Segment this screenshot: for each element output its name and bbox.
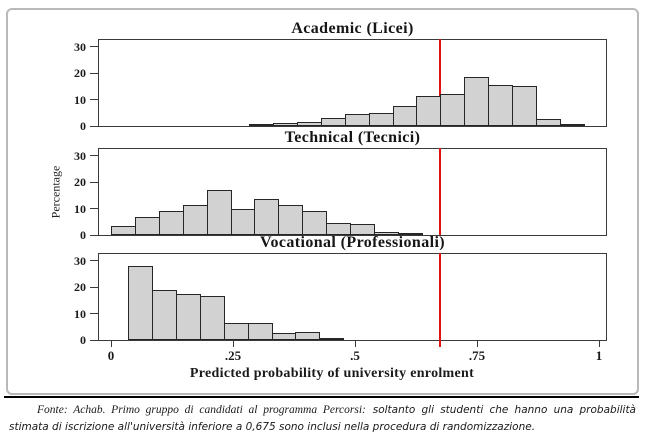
x-axis-title: Predicted probability of university enro…: [189, 366, 475, 381]
histogram-bar: [350, 224, 375, 235]
histogram-panel-academic: 0 10 20 30: [74, 39, 607, 132]
y-tick: [90, 208, 98, 210]
y-tick: [90, 260, 98, 262]
caption-source-label: Fonte: Achab. Primo gruppo di candidati …: [37, 404, 366, 416]
histogram-panel-technical: 0 10 20 30: [74, 148, 607, 241]
y-tick-label: 20: [74, 175, 86, 190]
histogram-bar: [488, 85, 513, 126]
y-tick-label: 30: [74, 39, 86, 54]
histogram-bar: [152, 290, 177, 340]
figure-caption: Fonte: Achab. Primo gruppo di candidati …: [9, 401, 636, 435]
histogram-bar: [560, 124, 585, 126]
y-tick: [90, 155, 98, 157]
caption-text: soltanto gli studenti che hanno una prob…: [9, 404, 636, 433]
histogram-bar: [321, 118, 346, 126]
cutoff-reference-line: [439, 148, 441, 235]
y-tick-label: 10: [74, 306, 86, 321]
y-tick: [90, 181, 98, 183]
histogram-bar: [369, 113, 394, 126]
y-tick-label: 30: [74, 148, 86, 163]
panel-title-academic: Academic (Licei): [291, 20, 414, 37]
x-tick-label: .75: [468, 348, 486, 363]
histogram-bar: [295, 332, 320, 340]
y-tick-label: 0: [80, 333, 86, 347]
y-tick: [90, 99, 98, 101]
figure-frame: Percentage Academic (Licei) 0 10 20 30 Technic…: [6, 8, 639, 395]
histogram-bar: [416, 96, 441, 126]
histogram-bar: [398, 233, 423, 235]
histogram-bar: [224, 323, 249, 340]
histogram-panel-vocational: 0 10 20 30 0 .25 .5 .75 1: [74, 253, 607, 362]
x-tick: [477, 341, 478, 347]
x-tick: [355, 341, 356, 347]
histogram-bar: [128, 266, 153, 340]
panel-title-vocational: Vocational (Professionali): [259, 234, 446, 251]
histogram-bar: [536, 119, 561, 126]
histogram-bar: [345, 114, 370, 126]
y-tick: [90, 234, 98, 236]
histogram-bar: [440, 94, 465, 126]
histogram-bar: [207, 190, 232, 235]
y-tick: [90, 339, 98, 341]
x-tick-label: 0: [107, 348, 115, 363]
histogram-bar: [393, 106, 417, 126]
y-tick-label: 20: [74, 280, 86, 295]
histogram-bar: [176, 294, 201, 340]
histogram-bar: [272, 333, 296, 340]
histogram-bar: [200, 296, 225, 340]
y-tick: [90, 125, 98, 127]
y-tick-label: 10: [74, 201, 86, 216]
panel-title-technical: Technical (Tecnici): [284, 129, 421, 146]
x-tick-label: .25: [224, 348, 242, 363]
histogram-bar: [111, 226, 136, 235]
histogram-bar: [248, 323, 273, 340]
histogram-bar: [297, 122, 322, 126]
y-tick-label: 20: [74, 66, 86, 81]
histogram-bar: [302, 211, 327, 235]
y-tick: [90, 313, 98, 315]
histogram-bar: [278, 205, 303, 235]
histogram-bar: [273, 123, 298, 126]
histogram-bar: [319, 338, 344, 340]
histogram-chart: Percentage Academic (Licei) 0 10 20 30 Technic…: [8, 10, 637, 393]
y-tick-label: 0: [80, 119, 86, 133]
x-tick-label: .5: [350, 348, 360, 363]
histogram-bar: [464, 77, 489, 126]
x-tick: [599, 341, 600, 347]
x-tick: [111, 341, 112, 347]
cutoff-reference-line: [439, 253, 441, 347]
histogram-bar: [512, 86, 537, 126]
y-tick-label: 30: [74, 253, 86, 268]
x-tick-label: 1: [595, 348, 603, 363]
cutoff-reference-line: [439, 39, 441, 126]
figure-caption-divider: [4, 396, 639, 398]
y-tick-label: 0: [80, 228, 86, 242]
y-tick: [90, 46, 98, 48]
histogram-bar: [231, 209, 255, 235]
x-tick: [233, 341, 234, 347]
histogram-bar: [183, 205, 208, 235]
histogram-bar: [254, 199, 279, 235]
y-tick: [90, 72, 98, 74]
histogram-bar: [159, 211, 184, 235]
y-tick: [90, 286, 98, 288]
y-tick-label: 10: [74, 92, 86, 107]
histogram-bar: [249, 124, 274, 126]
histogram-bar: [135, 217, 160, 235]
